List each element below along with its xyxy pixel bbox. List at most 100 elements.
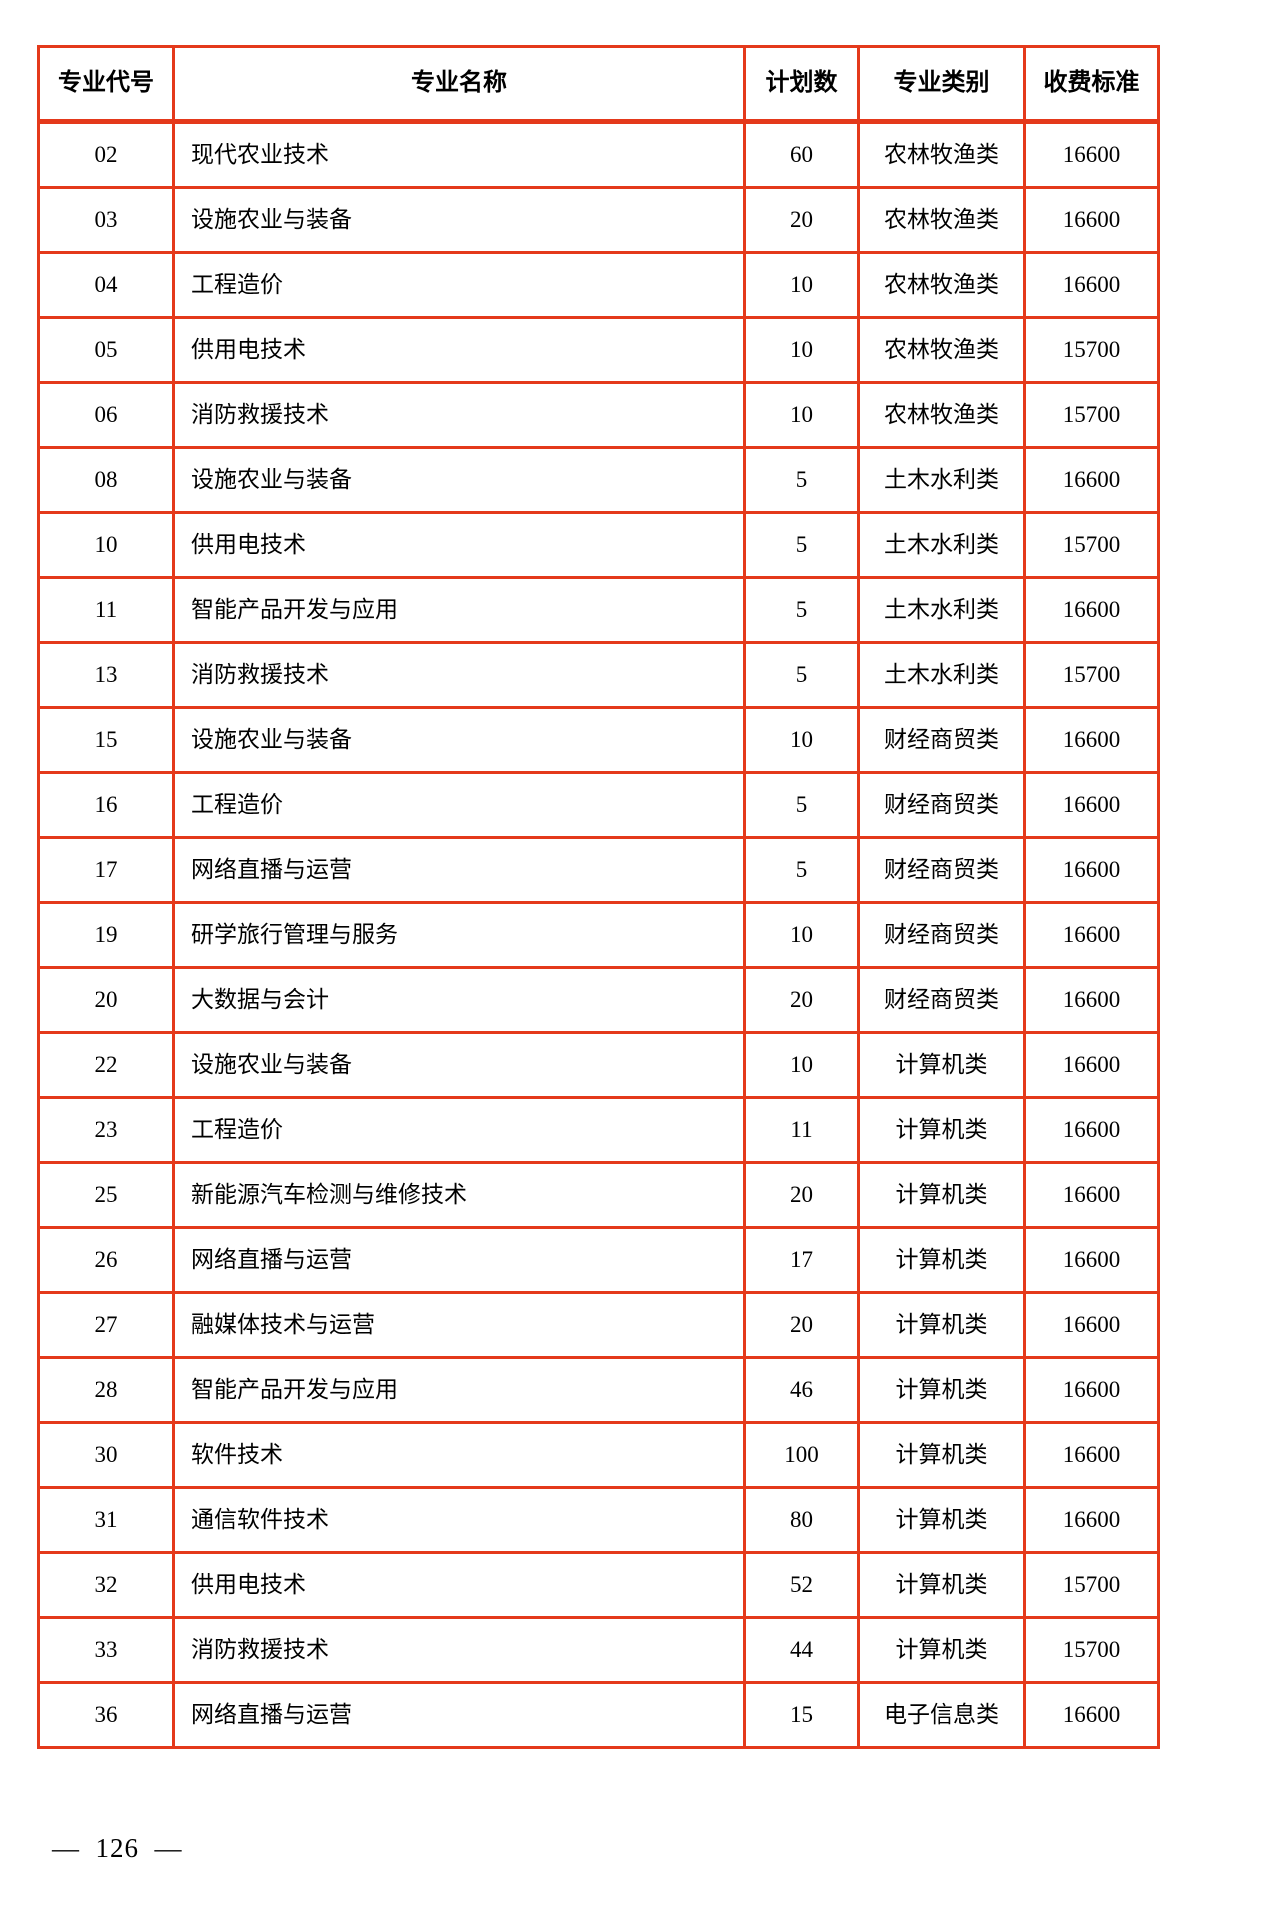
table-row: 02 现代农业技术 60 农林牧渔类 16600 xyxy=(37,120,1160,189)
cell-code: 36 xyxy=(37,1681,175,1749)
cell-name: 大数据与会计 xyxy=(172,966,746,1034)
table-body: 02 现代农业技术 60 农林牧渔类 16600 03 设施农业与装备 20 农林牧渔类 1660… xyxy=(37,120,1160,1749)
cell-category: 农林牧渔类 xyxy=(857,186,1026,254)
cell-name: 网络直播与运营 xyxy=(172,836,746,904)
cell-plan: 100 xyxy=(743,1421,860,1489)
cell-plan: 10 xyxy=(743,381,860,449)
cell-name: 研学旅行管理与服务 xyxy=(172,901,746,969)
cell-fee: 15700 xyxy=(1023,381,1160,449)
cell-category: 计算机类 xyxy=(857,1291,1026,1359)
table-row: 22 设施农业与装备 10 计算机类 16600 xyxy=(37,1031,1160,1099)
table-row: 06 消防救援技术 10 农林牧渔类 15700 xyxy=(37,381,1160,449)
cell-plan: 46 xyxy=(743,1356,860,1424)
cell-plan: 80 xyxy=(743,1486,860,1554)
cell-code: 08 xyxy=(37,446,175,514)
table-row: 26 网络直播与运营 17 计算机类 16600 xyxy=(37,1226,1160,1294)
cell-category: 计算机类 xyxy=(857,1031,1026,1099)
cell-name: 软件技术 xyxy=(172,1421,746,1489)
cell-plan: 5 xyxy=(743,836,860,904)
cell-category: 计算机类 xyxy=(857,1551,1026,1619)
cell-plan: 5 xyxy=(743,771,860,839)
cell-code: 25 xyxy=(37,1161,175,1229)
cell-name: 供用电技术 xyxy=(172,511,746,579)
table-row: 10 供用电技术 5 土木水利类 15700 xyxy=(37,511,1160,579)
cell-category: 土木水利类 xyxy=(857,446,1026,514)
cell-fee: 16600 xyxy=(1023,446,1160,514)
cell-code: 30 xyxy=(37,1421,175,1489)
cell-plan: 10 xyxy=(743,316,860,384)
cell-code: 31 xyxy=(37,1486,175,1554)
cell-fee: 16600 xyxy=(1023,120,1160,189)
cell-name: 网络直播与运营 xyxy=(172,1681,746,1749)
cell-name: 供用电技术 xyxy=(172,1551,746,1619)
cell-fee: 15700 xyxy=(1023,1616,1160,1684)
cell-name: 通信软件技术 xyxy=(172,1486,746,1554)
cell-fee: 15700 xyxy=(1023,316,1160,384)
cell-fee: 16600 xyxy=(1023,1356,1160,1424)
cell-category: 财经商贸类 xyxy=(857,771,1026,839)
cell-plan: 10 xyxy=(743,1031,860,1099)
table-row: 08 设施农业与装备 5 土木水利类 16600 xyxy=(37,446,1160,514)
cell-plan: 20 xyxy=(743,1291,860,1359)
cell-code: 11 xyxy=(37,576,175,644)
table-row: 04 工程造价 10 农林牧渔类 16600 xyxy=(37,251,1160,319)
cell-fee: 16600 xyxy=(1023,1421,1160,1489)
cell-plan: 17 xyxy=(743,1226,860,1294)
majors-plan-table: 专业代号 专业名称 计划数 专业类别 收费标准 02 现代农业技术 60 农林牧渔类 1… xyxy=(37,45,1160,1749)
cell-code: 06 xyxy=(37,381,175,449)
table-row: 03 设施农业与装备 20 农林牧渔类 16600 xyxy=(37,186,1160,254)
cell-category: 财经商贸类 xyxy=(857,901,1026,969)
cell-plan: 5 xyxy=(743,641,860,709)
cell-name: 工程造价 xyxy=(172,1096,746,1164)
cell-name: 设施农业与装备 xyxy=(172,706,746,774)
cell-plan: 10 xyxy=(743,901,860,969)
cell-code: 03 xyxy=(37,186,175,254)
cell-code: 05 xyxy=(37,316,175,384)
cell-plan: 15 xyxy=(743,1681,860,1749)
cell-category: 土木水利类 xyxy=(857,641,1026,709)
table-row: 28 智能产品开发与应用 46 计算机类 16600 xyxy=(37,1356,1160,1424)
header-major-category: 专业类别 xyxy=(857,45,1026,124)
table-row: 32 供用电技术 52 计算机类 15700 xyxy=(37,1551,1160,1619)
table-row: 05 供用电技术 10 农林牧渔类 15700 xyxy=(37,316,1160,384)
table-row: 13 消防救援技术 5 土木水利类 15700 xyxy=(37,641,1160,709)
cell-name: 消防救援技术 xyxy=(172,1616,746,1684)
cell-code: 19 xyxy=(37,901,175,969)
cell-code: 13 xyxy=(37,641,175,709)
cell-category: 财经商贸类 xyxy=(857,706,1026,774)
header-fee-standard: 收费标准 xyxy=(1023,45,1160,124)
cell-fee: 16600 xyxy=(1023,1291,1160,1359)
cell-code: 15 xyxy=(37,706,175,774)
cell-fee: 15700 xyxy=(1023,1551,1160,1619)
cell-fee: 16600 xyxy=(1023,1096,1160,1164)
cell-fee: 15700 xyxy=(1023,641,1160,709)
cell-fee: 16600 xyxy=(1023,1161,1160,1229)
cell-category: 农林牧渔类 xyxy=(857,381,1026,449)
cell-category: 财经商贸类 xyxy=(857,836,1026,904)
table-row: 25 新能源汽车检测与维修技术 20 计算机类 16600 xyxy=(37,1161,1160,1229)
cell-fee: 16600 xyxy=(1023,966,1160,1034)
table-row: 11 智能产品开发与应用 5 土木水利类 16600 xyxy=(37,576,1160,644)
cell-code: 16 xyxy=(37,771,175,839)
cell-name: 工程造价 xyxy=(172,251,746,319)
cell-fee: 16600 xyxy=(1023,836,1160,904)
cell-name: 设施农业与装备 xyxy=(172,446,746,514)
cell-code: 04 xyxy=(37,251,175,319)
cell-fee: 16600 xyxy=(1023,1486,1160,1554)
cell-plan: 11 xyxy=(743,1096,860,1164)
table-row: 33 消防救援技术 44 计算机类 15700 xyxy=(37,1616,1160,1684)
cell-name: 设施农业与装备 xyxy=(172,186,746,254)
cell-name: 现代农业技术 xyxy=(172,120,746,189)
cell-code: 33 xyxy=(37,1616,175,1684)
cell-name: 新能源汽车检测与维修技术 xyxy=(172,1161,746,1229)
cell-category: 计算机类 xyxy=(857,1096,1026,1164)
cell-plan: 20 xyxy=(743,186,860,254)
cell-fee: 16600 xyxy=(1023,901,1160,969)
cell-plan: 44 xyxy=(743,1616,860,1684)
table-row: 23 工程造价 11 计算机类 16600 xyxy=(37,1096,1160,1164)
cell-category: 农林牧渔类 xyxy=(857,316,1026,384)
cell-code: 28 xyxy=(37,1356,175,1424)
cell-category: 土木水利类 xyxy=(857,576,1026,644)
cell-fee: 16600 xyxy=(1023,1031,1160,1099)
header-major-name: 专业名称 xyxy=(172,45,746,124)
